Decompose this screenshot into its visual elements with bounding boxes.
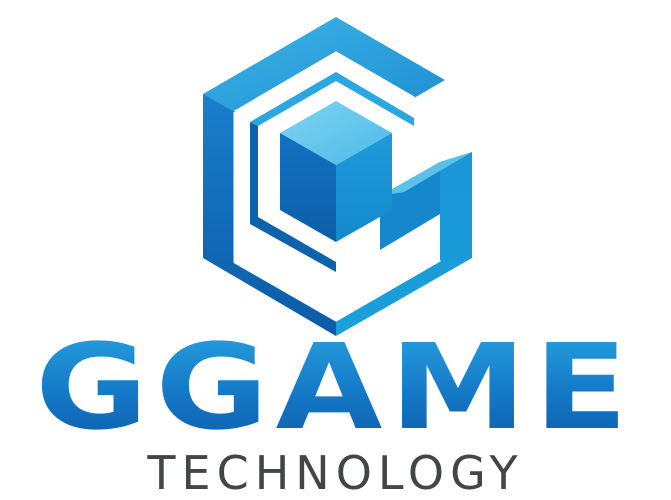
hexagon-cube-g-icon — [203, 17, 472, 336]
brand-wordmark: GGAME — [35, 330, 635, 440]
brand-name: GGAME — [35, 330, 635, 440]
brand-tagline: TECHNOLOGY — [147, 446, 524, 500]
